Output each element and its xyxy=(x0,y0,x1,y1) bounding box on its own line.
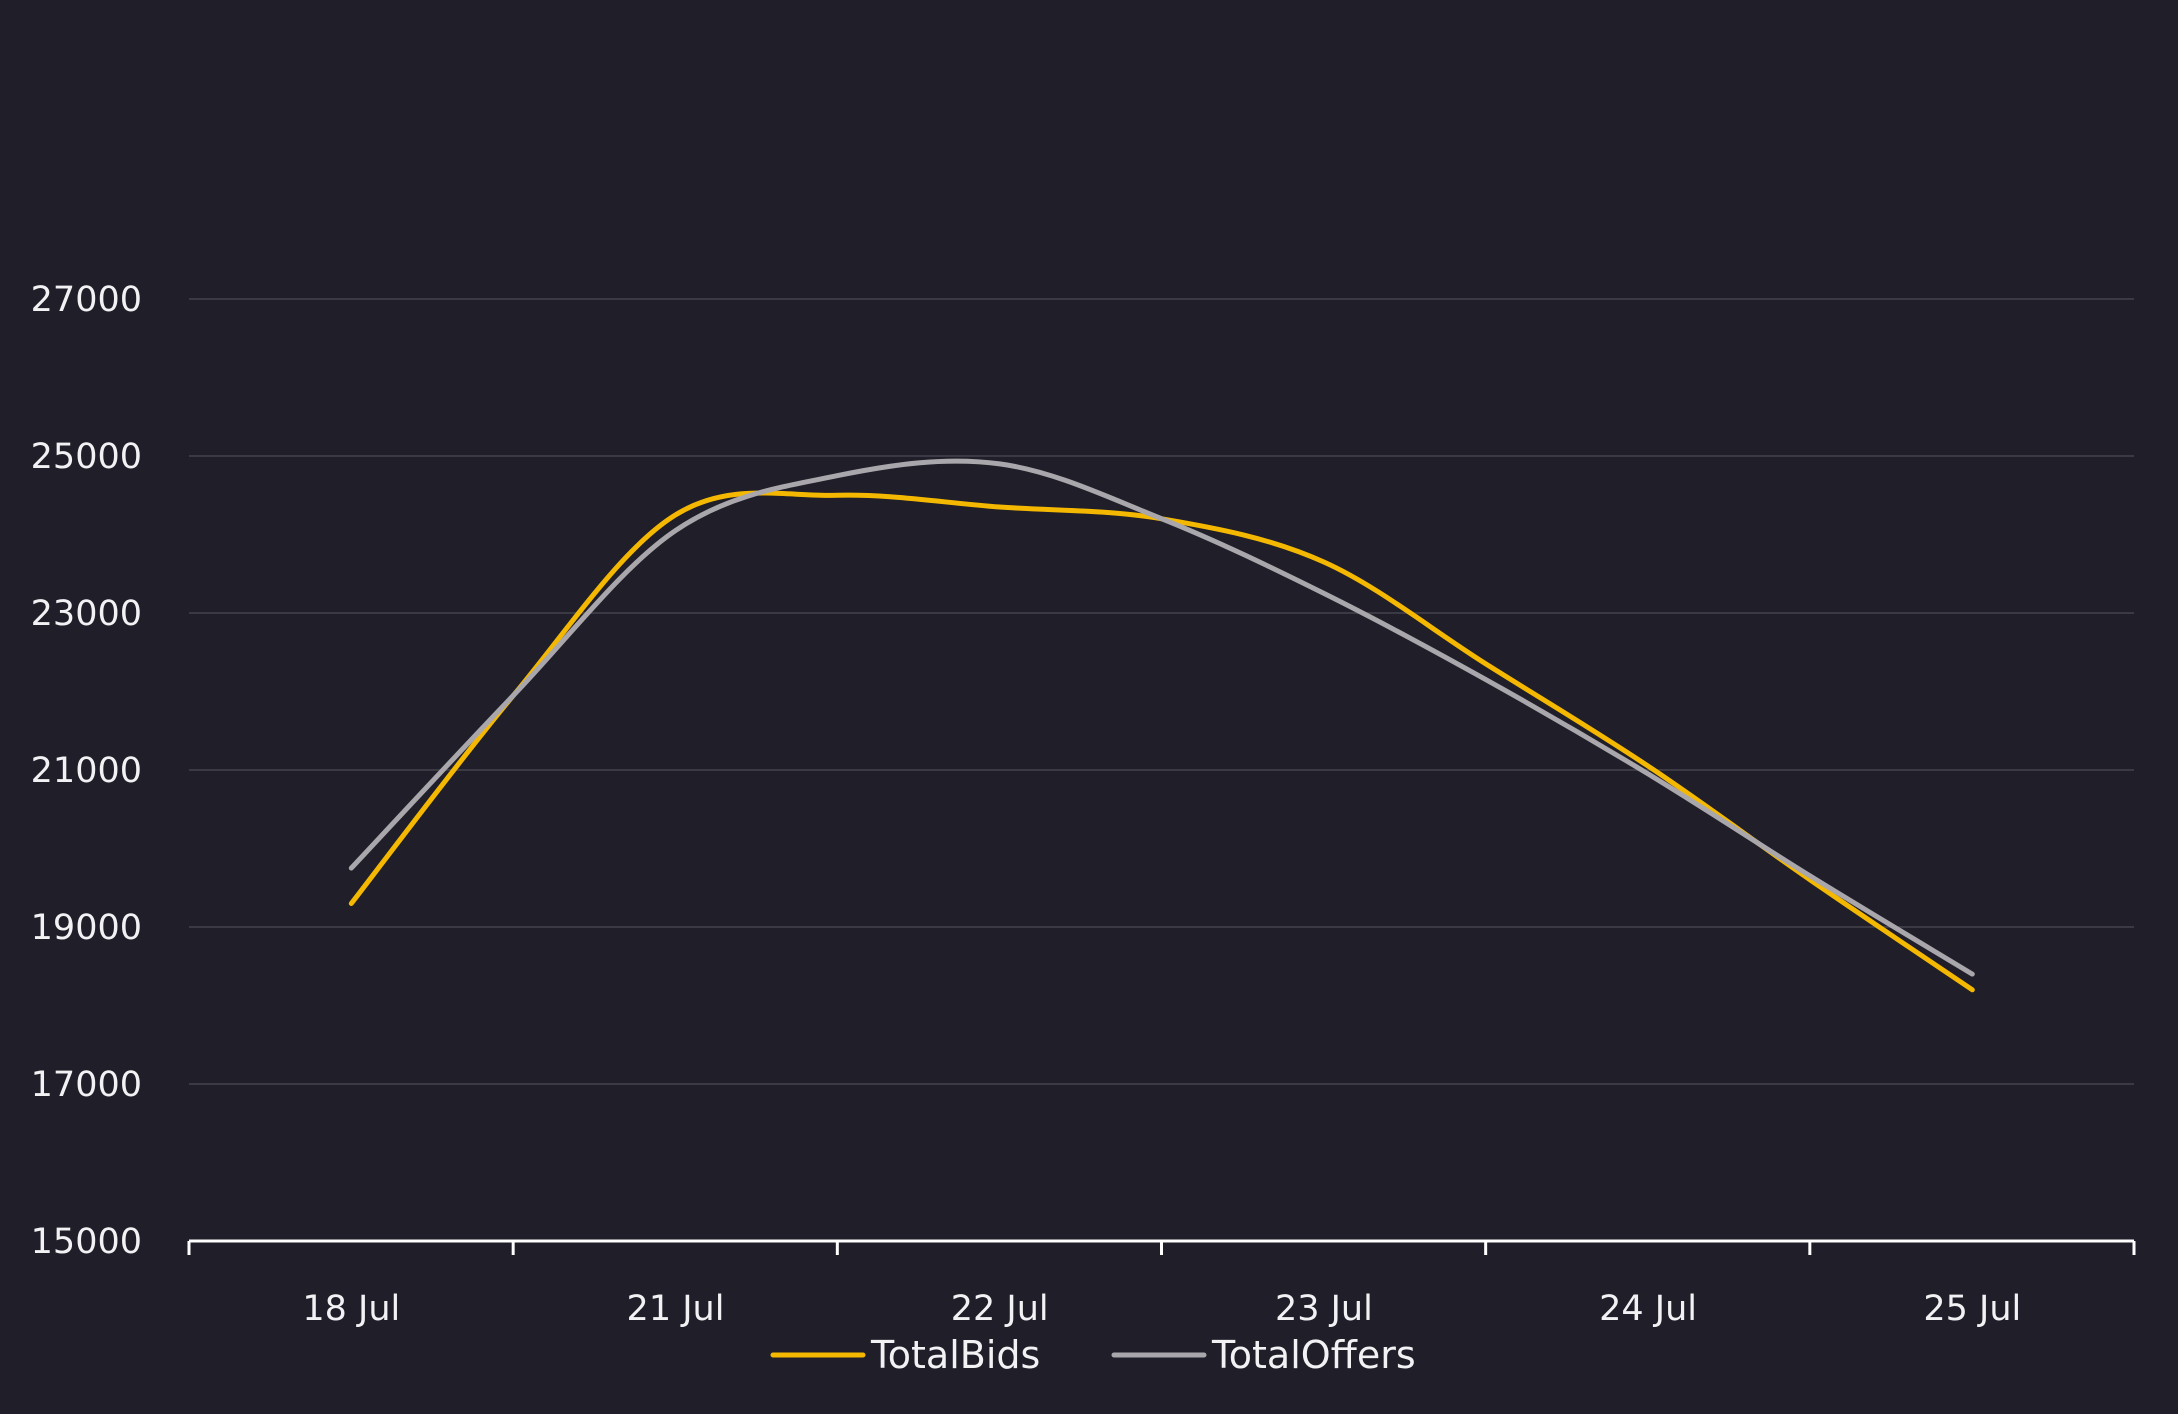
x-tick-label: 23 Jul xyxy=(1275,1289,1373,1329)
x-tick-label: 21 Jul xyxy=(627,1289,725,1329)
y-tick-label: 27000 xyxy=(31,280,142,320)
x-axis xyxy=(187,1239,2136,1255)
legend-label-totalbids: TotalBids xyxy=(870,1333,1040,1377)
x-tick-label: 22 Jul xyxy=(951,1289,1049,1329)
y-tick-label: 19000 xyxy=(31,908,142,948)
y-tick-label: 17000 xyxy=(31,1065,142,1105)
x-tick-label: 18 Jul xyxy=(302,1289,400,1329)
legend: TotalBids TotalOffers xyxy=(770,1333,1416,1377)
x-tick-label: 24 Jul xyxy=(1599,1289,1697,1329)
y-axis-tick-labels: 27000 25000 23000 21000 19000 17000 15000 xyxy=(31,280,142,1262)
x-tick-label: 25 Jul xyxy=(1923,1289,2021,1329)
legend-label-totaloffers: TotalOffers xyxy=(1211,1333,1416,1377)
x-axis-tick-labels: 18 Jul 21 Jul 22 Jul 23 Jul 24 Jul 25 Jul xyxy=(302,1289,2021,1329)
y-tick-label: 23000 xyxy=(31,594,142,634)
y-tick-label: 21000 xyxy=(31,751,142,791)
series-lines xyxy=(348,458,1975,993)
gridlines xyxy=(189,298,2134,1085)
series-line-totaloffers xyxy=(348,458,1975,977)
y-tick-label: 15000 xyxy=(31,1222,142,1262)
y-tick-label: 25000 xyxy=(31,437,142,477)
series-line-totalbids xyxy=(348,490,1975,993)
